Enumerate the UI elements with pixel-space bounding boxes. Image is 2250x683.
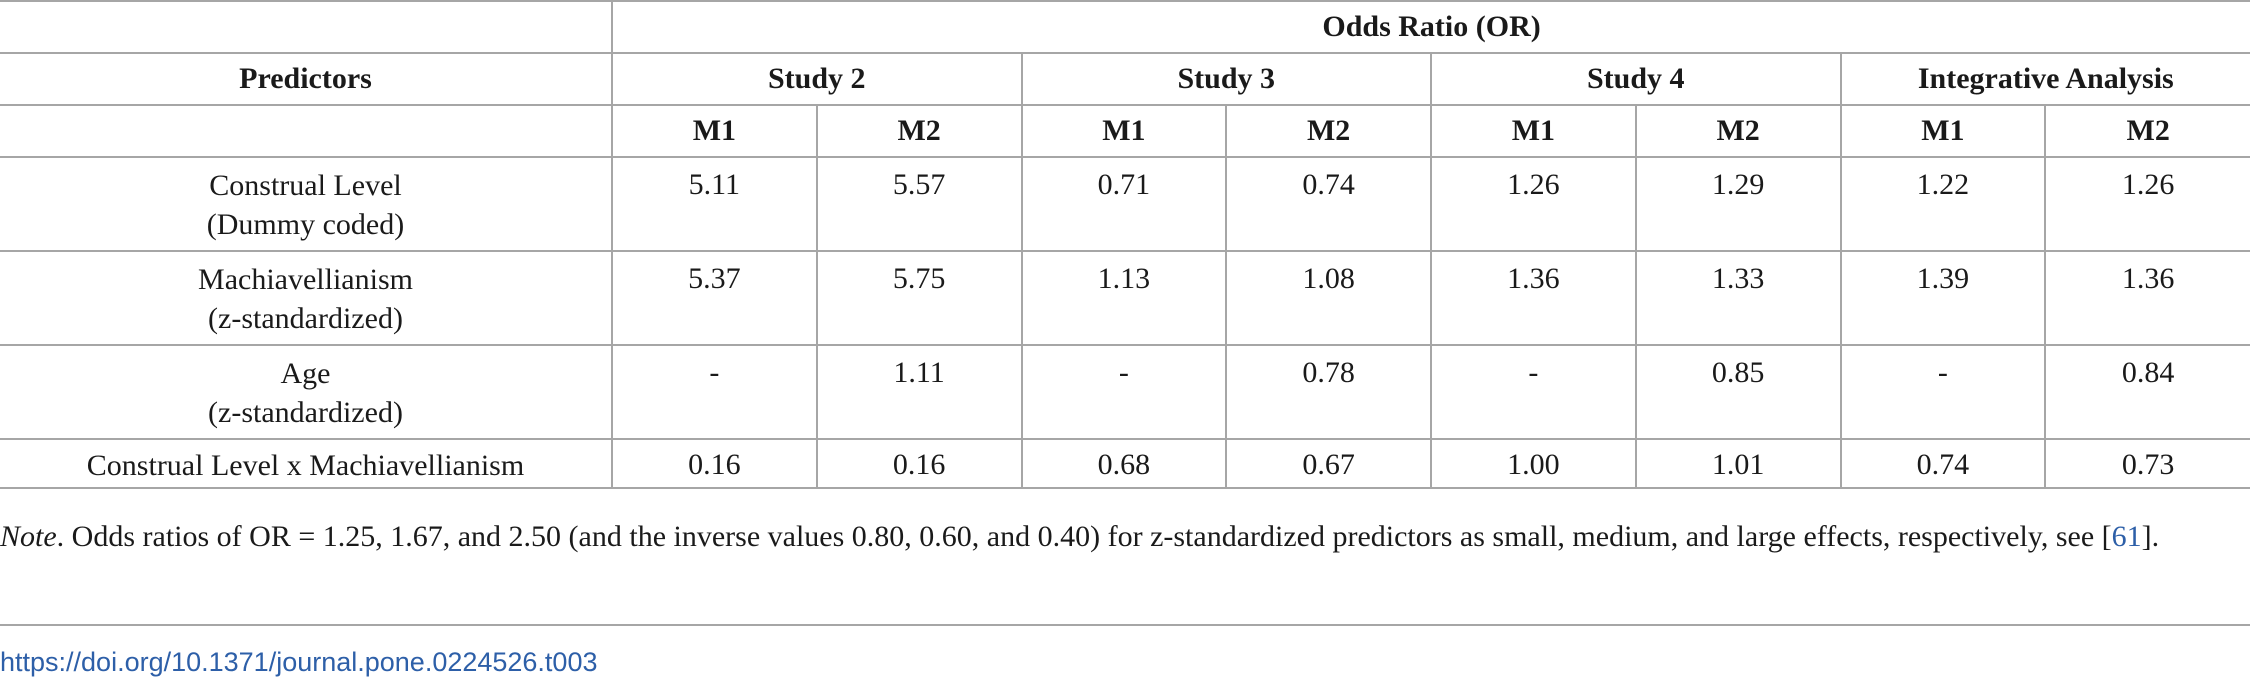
header-model: M1 [1430,104,1636,158]
predictor-name: Age [280,357,331,390]
header-model: M2 [1225,104,1431,158]
header-model: M1 [611,104,817,158]
header-row-or: Odds Ratio (OR) [0,0,2250,54]
table-row: Machiavellianism (z-standardized) 5.37 5… [0,250,2250,346]
value-cell: 1.36 [1430,250,1636,346]
note-tail: ]. [2141,520,2160,553]
value-cell: - [1839,344,2046,440]
value-cell: 5.75 [815,250,1022,346]
value-cell: 5.37 [611,250,817,346]
predictor-name: Construal Level x Machiavellianism [86,449,525,482]
header-row-models: M1 M2 M1 M2 M1 M2 M1 M2 [0,104,2250,158]
table-row: Age (z-standardized) - 1.11 - 0.78 - 0.8… [0,344,2250,440]
value-cell: 1.26 [1430,156,1636,252]
reference-link[interactable]: 61 [2111,520,2142,553]
value-cell: 0.74 [1225,156,1431,252]
predictor-coding: (z-standardized) [208,302,403,335]
header-row-studies: Predictors Study 2 Study 3 Study 4 Integ… [0,52,2250,106]
header-study-4: Study 4 [1430,52,1841,106]
odds-ratio-table: Odds Ratio (OR) Predictors Study 2 Study… [0,0,2250,489]
value-cell: 0.68 [1020,438,1227,489]
value-cell: 0.84 [2044,344,2250,440]
value-cell: 5.57 [815,156,1022,252]
predictor-cell: Construal Level x Machiavellianism [0,438,612,489]
value-cell: 0.85 [1634,344,1841,440]
predictor-coding: (z-standardized) [208,396,403,429]
header-blank-cell [0,104,612,158]
doi-link[interactable]: https://doi.org/10.1371/journal.pone.022… [0,647,598,677]
predictor-cell: Age (z-standardized) [0,344,612,440]
value-cell: 1.22 [1839,156,2046,252]
table-row: Construal Level (Dummy coded) 5.11 5.57 … [0,156,2250,252]
header-study-2: Study 2 [611,52,1022,106]
header-model: M1 [1020,104,1227,158]
value-cell: 5.11 [611,156,817,252]
predictor-cell: Machiavellianism (z-standardized) [0,250,612,346]
value-cell: - [1020,344,1227,440]
header-model: M2 [1634,104,1841,158]
value-cell: 0.16 [611,438,817,489]
predictor-name: Construal Level [209,169,402,202]
predictor-cell: Construal Level (Dummy coded) [0,156,612,252]
table-note: Note. Odds ratios of OR = 1.25, 1.67, an… [0,516,2250,558]
value-cell: 0.73 [2044,438,2250,489]
value-cell: 0.16 [815,438,1022,489]
value-cell: 1.13 [1020,250,1227,346]
value-cell: - [611,344,817,440]
value-cell: - [1430,344,1636,440]
header-odds-ratio: Odds Ratio (OR) [610,0,2250,54]
predictor-name: Machiavellianism [198,263,413,296]
header-blank-cell [0,0,612,54]
value-cell: 1.08 [1225,250,1431,346]
value-cell: 1.01 [1634,438,1841,489]
header-model: M2 [2044,104,2250,158]
value-cell: 1.00 [1430,438,1636,489]
note-text: . Odds ratios of OR = 1.25, 1.67, and 2.… [56,520,2112,553]
divider [0,624,2250,626]
header-model: M1 [1839,104,2046,158]
value-cell: 1.33 [1634,250,1841,346]
value-cell: 1.36 [2044,250,2250,346]
header-predictors: Predictors [0,52,612,106]
header-study-3: Study 3 [1020,52,1431,106]
value-cell: 0.78 [1225,344,1431,440]
value-cell: 1.11 [815,344,1022,440]
predictor-coding: (Dummy coded) [206,208,405,241]
note-lead: Note [0,520,57,553]
table-row: Construal Level x Machiavellianism 0.16 … [0,438,2250,489]
value-cell: 1.26 [2044,156,2250,252]
value-cell: 1.29 [1634,156,1841,252]
value-cell: 0.67 [1225,438,1431,489]
value-cell: 0.74 [1839,438,2046,489]
header-model: M2 [815,104,1022,158]
value-cell: 0.71 [1020,156,1227,252]
value-cell: 1.39 [1839,250,2046,346]
header-integrative-analysis: Integrative Analysis [1839,52,2250,106]
